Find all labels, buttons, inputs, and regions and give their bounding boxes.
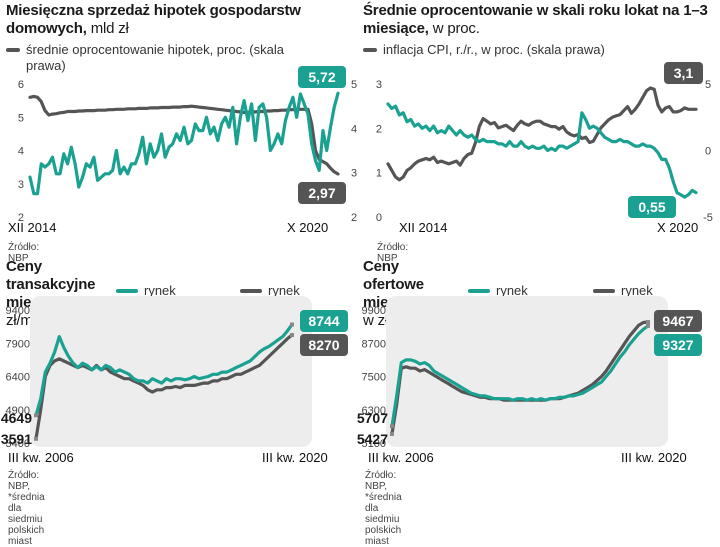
panel-1-source: Źródło: NBP (8, 242, 40, 264)
panel-2-legend: inflacja CPI, r./r., w proc. (skala praw… (363, 42, 713, 58)
y-tick-label-right: 5 (351, 79, 357, 91)
y-tick-label-left: 6 (18, 79, 24, 91)
end-value-label: 9467 (662, 313, 693, 329)
start-value-label: 5427 (357, 431, 388, 447)
y-tick-label-left: 9400 (6, 305, 30, 317)
series-line-primary (34, 322, 294, 417)
y-tick-label-left: 9900 (362, 305, 386, 317)
panel-1-unit: mld zł (90, 20, 129, 37)
y-tick-label-left: 7900 (6, 338, 30, 350)
y-tick-label-left: 3 (18, 179, 24, 191)
y-tick-label-right: 3 (351, 168, 357, 180)
panel-1-legend-text: średnie oprocentowanie hipotek, proc. (s… (26, 42, 284, 73)
series-line-primary (386, 102, 698, 199)
end-marker (646, 323, 650, 328)
panel-2-legend-text: inflacja CPI, r./r., w proc. (skala praw… (383, 42, 605, 57)
start-marker (390, 431, 394, 436)
start-marker (390, 424, 394, 429)
plot-background (30, 296, 312, 447)
start-marker (34, 436, 38, 441)
x-axis-end-label: III kw. 2020 (262, 450, 328, 465)
y-tick-label-right: -5 (703, 212, 713, 224)
y-tick-label-left: 1 (376, 168, 382, 180)
end-value-label: 2,97 (308, 185, 335, 201)
y-tick-label-left: 3 (376, 79, 382, 91)
chart-offer-prices: 5100 6300 7500 8700 9900 III kw. 2006 III kw. … (357, 296, 702, 465)
end-value-badge (300, 334, 348, 356)
end-value-label: 0,55 (638, 199, 665, 215)
end-value-label: 9327 (662, 337, 693, 353)
y-tick-label-left: 6400 (6, 372, 30, 384)
panel-2-title: Średnie oprocentowanie w skali roku loka… (363, 2, 713, 38)
plot-background (386, 296, 668, 447)
end-value-badge (654, 334, 702, 356)
panel-2-unit: w proc. (432, 20, 480, 37)
end-value-badge (664, 62, 703, 84)
series-line-secondary (28, 94, 340, 176)
end-value-badge (628, 196, 676, 218)
end-value-badge (654, 310, 702, 332)
end-marker (290, 333, 294, 338)
y-tick-label-right: 4 (351, 123, 357, 135)
start-value-label: 5707 (357, 410, 388, 426)
series-line-secondary (386, 86, 698, 182)
y-tick-label-left: 7500 (362, 372, 386, 384)
end-value-badge (298, 182, 346, 204)
end-marker (290, 322, 294, 327)
start-marker (34, 413, 38, 418)
x-axis-start-label: III kw. 2006 (8, 450, 74, 465)
end-value-badge (298, 66, 346, 88)
y-tick-label-left: 3400 (6, 438, 30, 450)
chart-deposit-rates: 0 1 2 3 -5 0 5 XII 2014 X 2020 3,1 0,55 (376, 62, 713, 235)
y-tick-label-left: 6300 (362, 405, 386, 417)
panel-2-title-text: Średnie oprocentowanie w skali roku loka… (363, 2, 708, 37)
y-tick-label-left: 4 (18, 146, 24, 158)
y-tick-label-left: 5 (18, 112, 24, 124)
x-axis-start-label: III kw. 2006 (368, 450, 434, 465)
panel-1-legend: średnie oprocentowanie hipotek, proc. (s… (6, 42, 296, 74)
legend-line-gray-icon (593, 289, 615, 293)
end-marker (646, 319, 650, 324)
y-tick-label-left: 2 (376, 123, 382, 135)
legend-line-green-icon (116, 289, 138, 293)
y-tick-label-right: 2 (351, 212, 357, 224)
panel-1-title: Miesięczna sprzedaż hipotek gospodarstw … (6, 2, 306, 38)
y-tick-label-left: 4900 (6, 405, 30, 417)
x-axis-start-label: XII 2014 (8, 220, 56, 235)
x-axis-start-label: XII 2014 (399, 220, 447, 235)
chart-mortgage-sales: 2 3 4 5 6 2 3 4 5 XII 2014 X 2020 5,72 2,97 (8, 66, 357, 235)
y-tick-label-left: 2 (18, 212, 24, 224)
legend-line-gray-icon (240, 289, 262, 293)
series-line-primary (390, 324, 650, 428)
x-axis-end-label: X 2020 (657, 220, 698, 235)
end-value-label: 3,1 (674, 65, 694, 81)
start-value-label: 4649 (1, 410, 32, 426)
y-tick-label-left: 0 (376, 212, 382, 224)
end-value-label: 5,72 (308, 69, 335, 85)
legend-line-gray-icon (6, 48, 20, 52)
y-tick-label-left: 5100 (362, 438, 386, 450)
y-tick-label-right: 5 (705, 79, 711, 91)
panel-2-source: Źródło: NBP (377, 242, 409, 264)
y-tick-label-right: 0 (705, 146, 711, 158)
end-value-label: 8270 (308, 337, 339, 353)
legend-line-gray-icon (363, 48, 377, 52)
y-tick-label-left: 8700 (362, 338, 386, 350)
chart-transaction-prices: 3400 4900 6400 7900 9400 III kw. 2006 III kw. … (1, 296, 348, 465)
panel-1-title-text: Miesięczna sprzedaż hipotek gospodarstw … (6, 2, 301, 37)
start-value-label: 3591 (1, 431, 32, 447)
x-axis-end-label: X 2020 (287, 220, 328, 235)
end-value-badge (300, 310, 348, 332)
end-value-label: 8744 (308, 313, 339, 329)
legend-line-green-icon (468, 289, 490, 293)
series-line-primary (28, 91, 340, 196)
x-axis-end-label: III kw. 2020 (621, 450, 687, 465)
